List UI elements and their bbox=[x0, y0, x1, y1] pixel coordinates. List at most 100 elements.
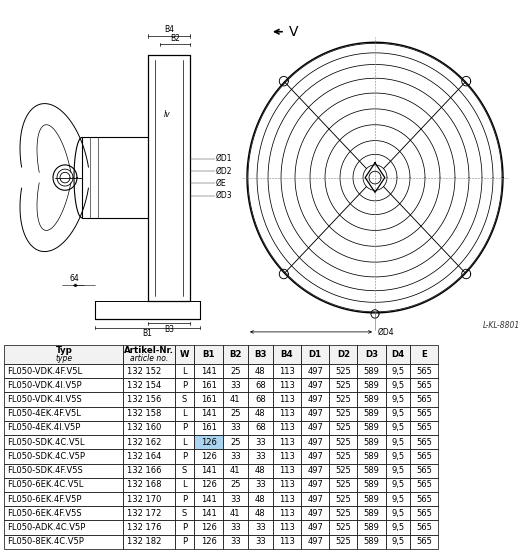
Text: 497: 497 bbox=[307, 466, 323, 475]
Bar bbox=[386, 378, 410, 393]
Text: 9,5: 9,5 bbox=[391, 424, 404, 432]
Text: 132 154: 132 154 bbox=[126, 381, 161, 390]
Bar bbox=[301, 492, 329, 506]
Bar bbox=[357, 345, 386, 364]
Bar bbox=[175, 393, 194, 406]
Text: D2: D2 bbox=[337, 350, 350, 359]
Text: 9,5: 9,5 bbox=[391, 367, 404, 376]
Text: P: P bbox=[182, 523, 187, 532]
Text: 565: 565 bbox=[416, 537, 432, 546]
Text: FL050-6EK.4F.V5P: FL050-6EK.4F.V5P bbox=[7, 494, 82, 504]
Bar bbox=[4, 364, 123, 378]
Bar bbox=[248, 421, 273, 435]
Text: B1: B1 bbox=[142, 329, 152, 338]
Text: 589: 589 bbox=[364, 466, 380, 475]
Bar bbox=[4, 492, 123, 506]
Text: 126: 126 bbox=[201, 523, 217, 532]
Text: L-KL-8801: L-KL-8801 bbox=[483, 321, 520, 330]
Text: 113: 113 bbox=[279, 395, 295, 404]
Text: 525: 525 bbox=[336, 438, 351, 447]
Bar bbox=[386, 421, 410, 435]
Bar bbox=[386, 364, 410, 378]
Text: 9,5: 9,5 bbox=[391, 381, 404, 390]
Text: 132 176: 132 176 bbox=[126, 523, 161, 532]
Bar bbox=[357, 449, 386, 464]
Text: 33: 33 bbox=[255, 537, 266, 546]
Text: 9,5: 9,5 bbox=[391, 452, 404, 461]
Bar bbox=[410, 364, 438, 378]
Bar bbox=[410, 435, 438, 449]
Text: 589: 589 bbox=[364, 395, 380, 404]
Bar bbox=[273, 520, 301, 535]
Bar bbox=[194, 449, 222, 464]
Bar bbox=[222, 421, 248, 435]
Bar bbox=[410, 535, 438, 549]
Bar bbox=[248, 406, 273, 421]
Text: 565: 565 bbox=[416, 409, 432, 418]
Bar bbox=[194, 421, 222, 435]
Text: B1: B1 bbox=[202, 350, 215, 359]
Bar bbox=[301, 406, 329, 421]
Bar bbox=[410, 449, 438, 464]
Bar bbox=[175, 345, 194, 364]
Text: 141: 141 bbox=[201, 367, 217, 376]
Bar bbox=[222, 345, 248, 364]
Text: 33: 33 bbox=[255, 452, 266, 461]
Text: B4: B4 bbox=[280, 350, 293, 359]
Bar bbox=[301, 506, 329, 520]
Bar bbox=[123, 421, 175, 435]
Bar bbox=[357, 406, 386, 421]
Bar bbox=[123, 345, 175, 364]
Text: 113: 113 bbox=[279, 409, 295, 418]
Text: 525: 525 bbox=[336, 494, 351, 504]
Bar bbox=[301, 378, 329, 393]
Bar bbox=[175, 492, 194, 506]
Text: 113: 113 bbox=[279, 438, 295, 447]
Bar bbox=[4, 464, 123, 478]
Bar bbox=[4, 421, 123, 435]
Text: 25: 25 bbox=[230, 367, 241, 376]
Text: 9,5: 9,5 bbox=[391, 480, 404, 490]
Text: D3: D3 bbox=[365, 350, 378, 359]
Text: 33: 33 bbox=[230, 523, 241, 532]
Text: Artikel-Nr.: Artikel-Nr. bbox=[124, 346, 174, 355]
Bar bbox=[410, 520, 438, 535]
Text: 565: 565 bbox=[416, 381, 432, 390]
Bar bbox=[386, 464, 410, 478]
Bar bbox=[301, 478, 329, 492]
Text: 161: 161 bbox=[201, 424, 217, 432]
Bar bbox=[329, 506, 357, 520]
Text: 113: 113 bbox=[279, 381, 295, 390]
Text: 132 156: 132 156 bbox=[126, 395, 161, 404]
Text: 589: 589 bbox=[364, 494, 380, 504]
Bar bbox=[175, 478, 194, 492]
Bar bbox=[357, 421, 386, 435]
Text: 589: 589 bbox=[364, 523, 380, 532]
Text: 126: 126 bbox=[201, 537, 217, 546]
Text: 33: 33 bbox=[230, 537, 241, 546]
Bar bbox=[329, 435, 357, 449]
Text: 589: 589 bbox=[364, 509, 380, 518]
Text: ØD1: ØD1 bbox=[216, 154, 233, 163]
Bar bbox=[123, 435, 175, 449]
Bar bbox=[175, 535, 194, 549]
Bar bbox=[194, 492, 222, 506]
Text: 565: 565 bbox=[416, 494, 432, 504]
Bar bbox=[248, 535, 273, 549]
Bar bbox=[123, 464, 175, 478]
Bar bbox=[273, 364, 301, 378]
Text: 497: 497 bbox=[307, 509, 323, 518]
Text: D4: D4 bbox=[391, 350, 404, 359]
Text: P: P bbox=[182, 494, 187, 504]
Text: 132 160: 132 160 bbox=[126, 424, 161, 432]
Text: B2: B2 bbox=[229, 350, 242, 359]
Bar bbox=[194, 364, 222, 378]
Text: 565: 565 bbox=[416, 509, 432, 518]
Bar bbox=[357, 478, 386, 492]
Text: 33: 33 bbox=[255, 523, 266, 532]
Bar bbox=[386, 506, 410, 520]
Bar bbox=[329, 421, 357, 435]
Text: type: type bbox=[55, 354, 72, 363]
Bar bbox=[273, 421, 301, 435]
Bar bbox=[194, 535, 222, 549]
